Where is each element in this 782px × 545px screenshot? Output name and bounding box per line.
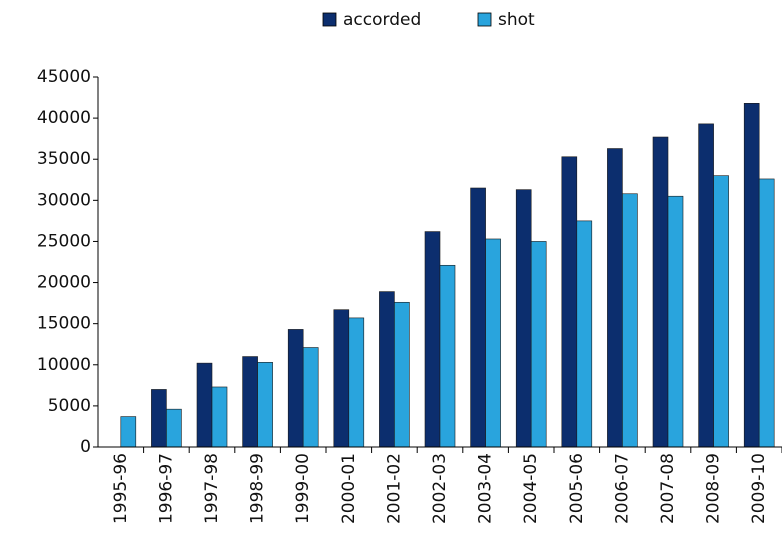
- y-tick-label: 45000: [37, 67, 91, 87]
- bar: [470, 187, 486, 448]
- bar: [743, 103, 760, 448]
- bar: [713, 175, 729, 448]
- y-tick-label: 25000: [37, 231, 91, 251]
- bar: [287, 329, 304, 448]
- legend-swatch: [477, 12, 492, 27]
- bar: [758, 178, 775, 448]
- bar: [424, 231, 441, 448]
- legend-label: accorded: [343, 10, 421, 30]
- bar: [485, 238, 501, 448]
- bar: [120, 416, 137, 448]
- bar: [667, 195, 684, 448]
- x-tick-label: 1996-97: [156, 453, 176, 524]
- bar: [242, 356, 258, 448]
- x-tick-label: 2006-07: [612, 453, 632, 524]
- bar: [348, 317, 365, 448]
- bar: [394, 301, 410, 448]
- bar: [166, 408, 182, 448]
- x-tick-label: 2009-10: [749, 453, 769, 524]
- x-tick-label: 2005-06: [567, 453, 587, 524]
- x-tick-label: 2003-04: [476, 453, 496, 524]
- y-tick-label: 5000: [48, 396, 91, 416]
- y-tick-label: 30000: [37, 190, 91, 210]
- y-tick-label: 35000: [37, 149, 91, 169]
- bar: [652, 136, 669, 448]
- x-tick-label: 2004-05: [521, 453, 541, 524]
- bar: [515, 189, 532, 448]
- x-tick-label: 2008-09: [704, 453, 724, 524]
- bar: [151, 389, 167, 448]
- x-tick-label: 2000-01: [339, 453, 359, 524]
- bar: [561, 156, 578, 448]
- x-tick-label: 1999-00: [293, 453, 313, 524]
- y-tick-label: 15000: [37, 314, 91, 334]
- y-tick-label: 40000: [37, 108, 91, 128]
- bar: [333, 309, 350, 448]
- bar: [439, 264, 456, 448]
- legend-swatch: [322, 12, 337, 27]
- x-tick-label: 1995-96: [111, 453, 131, 524]
- x-tick-label: 2001-02: [384, 453, 404, 524]
- bar: [622, 193, 638, 448]
- bar: [530, 241, 547, 448]
- y-tick-label: 20000: [37, 273, 91, 293]
- legend-label: shot: [498, 10, 535, 30]
- bar: [196, 362, 213, 448]
- x-tick-label: 1997-98: [202, 453, 222, 524]
- bar: [576, 220, 593, 448]
- bar: [211, 386, 228, 448]
- x-tick-label: 1998-99: [248, 453, 268, 524]
- x-tick-label: 2002-03: [430, 453, 450, 524]
- bar: [379, 291, 395, 448]
- bar: [607, 148, 623, 448]
- x-tick-label: 2007-08: [658, 453, 678, 524]
- bar: [698, 123, 714, 448]
- bar: [257, 362, 273, 448]
- y-tick-label: 10000: [37, 355, 91, 375]
- y-tick-label: 0: [80, 437, 91, 457]
- bar: [302, 347, 319, 448]
